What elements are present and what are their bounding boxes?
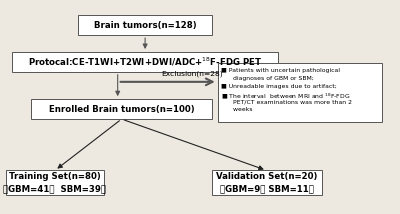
- Text: Validation Set(n=20)
（GBM=9； SBM=11）: Validation Set(n=20) （GBM=9； SBM=11）: [216, 172, 317, 193]
- Text: ■ Unreadable images due to artifact;: ■ Unreadable images due to artifact;: [221, 83, 337, 89]
- Text: Training Set(n=80)
（GBM=41；  SBM=39）: Training Set(n=80) （GBM=41； SBM=39）: [4, 172, 106, 193]
- Text: diagnoses of GBM or SBM;: diagnoses of GBM or SBM;: [221, 76, 314, 80]
- Text: Exclusion(n=28): Exclusion(n=28): [161, 70, 222, 77]
- FancyBboxPatch shape: [6, 170, 104, 195]
- Text: Enrolled Brain tumors(n=100): Enrolled Brain tumors(n=100): [49, 105, 194, 114]
- FancyBboxPatch shape: [212, 170, 322, 195]
- Text: ■ The interval  between MRI and $^{18}$F-FDG: ■ The interval between MRI and $^{18}$F-…: [221, 91, 350, 101]
- Text: ■ Patients with uncertain pathological: ■ Patients with uncertain pathological: [221, 68, 340, 73]
- FancyBboxPatch shape: [12, 52, 278, 72]
- FancyBboxPatch shape: [218, 63, 382, 122]
- Text: weeks: weeks: [221, 107, 252, 112]
- FancyBboxPatch shape: [78, 15, 212, 35]
- FancyBboxPatch shape: [32, 99, 212, 119]
- Text: Protocal:CE-T1WI+T2WI+DWI/ADC+$^{18}$F-FDG PET: Protocal:CE-T1WI+T2WI+DWI/ADC+$^{18}$F-F…: [28, 56, 262, 68]
- Text: PET/CT examinations was more than 2: PET/CT examinations was more than 2: [221, 100, 352, 104]
- Text: Brain tumors(n=128): Brain tumors(n=128): [94, 21, 196, 30]
